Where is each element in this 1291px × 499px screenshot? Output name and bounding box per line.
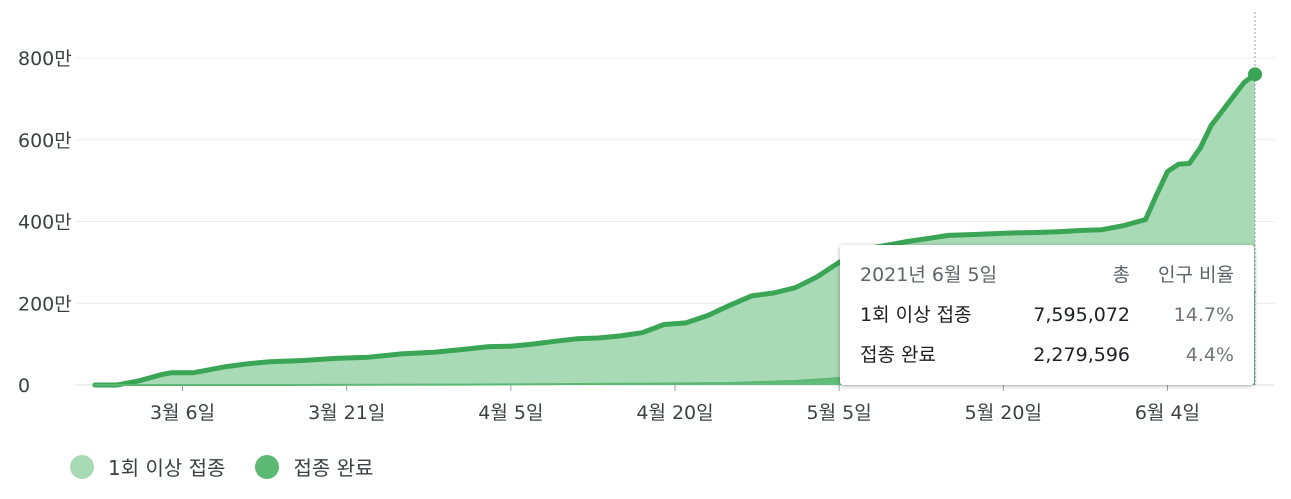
y-tick-label: 200만 (18, 293, 72, 315)
y-tick-label: 600만 (18, 130, 72, 152)
tooltip-header: 2021년 6월 5일 총 인구 비율 (840, 255, 1254, 295)
tooltip-row-total: 2,279,596 (1033, 344, 1130, 366)
y-tick-label: 800만 (18, 48, 72, 70)
tooltip-row-ratio: 4.4% (1185, 344, 1234, 366)
y-axis-ticks: 0 200만 400만 600만 800만 (18, 48, 72, 397)
x-tick-label: 5월 5일 (807, 402, 872, 424)
x-tick-label: 6월 4일 (1135, 402, 1200, 424)
x-tick-label: 4월 5일 (478, 402, 543, 424)
tooltip-col-total: 총 (1112, 264, 1130, 286)
tooltip-row-total: 7,595,072 (1033, 304, 1130, 326)
legend-label-fully-vaccinated: 접종 완료 (293, 456, 374, 480)
tooltip-col-ratio: 인구 비율 (1158, 264, 1234, 286)
tooltip-date: 2021년 6월 5일 (860, 264, 998, 286)
legend-swatch-fully-vaccinated (255, 454, 280, 479)
x-tick-label: 3월 6일 (150, 402, 215, 424)
legend-swatch-first-dose (70, 454, 94, 479)
tooltip-row-first-dose: 1회 이상 접종 7,595,072 14.7% (840, 295, 1254, 335)
legend-item-first-dose[interactable]: 1회 이상 접종 (70, 452, 225, 481)
tooltip-row-fully-vaccinated: 접종 완료 2,279,596 4.4% (840, 335, 1254, 375)
x-tick-label: 3월 21일 (308, 402, 385, 424)
tooltip-row-ratio: 14.7% (1173, 304, 1234, 326)
tooltip-row-label: 1회 이상 접종 (860, 304, 972, 326)
series-line-0 (92, 71, 1258, 388)
legend-label-first-dose: 1회 이상 접종 (108, 456, 226, 480)
x-tick-label: 4월 20일 (636, 402, 713, 424)
chart-legend: 1회 이상 접종 접종 완료 (70, 452, 403, 481)
legend-item-fully-vaccinated[interactable]: 접종 완료 (255, 452, 373, 481)
data-tooltip: 2021년 6월 5일 총 인구 비율 1회 이상 접종 7,595,072 1… (840, 245, 1254, 385)
x-axis-ticks: 3월 6일 3월 21일 4월 5일 4월 20일 5월 5일 5월 20일 6월 4일 (150, 385, 1200, 424)
hover-dot[interactable] (1248, 67, 1262, 82)
x-tick-label: 5월 20일 (965, 402, 1042, 424)
y-tick-label: 0 (18, 375, 30, 397)
tooltip-row-label: 접종 완료 (860, 344, 936, 366)
y-tick-label: 400만 (18, 212, 72, 234)
